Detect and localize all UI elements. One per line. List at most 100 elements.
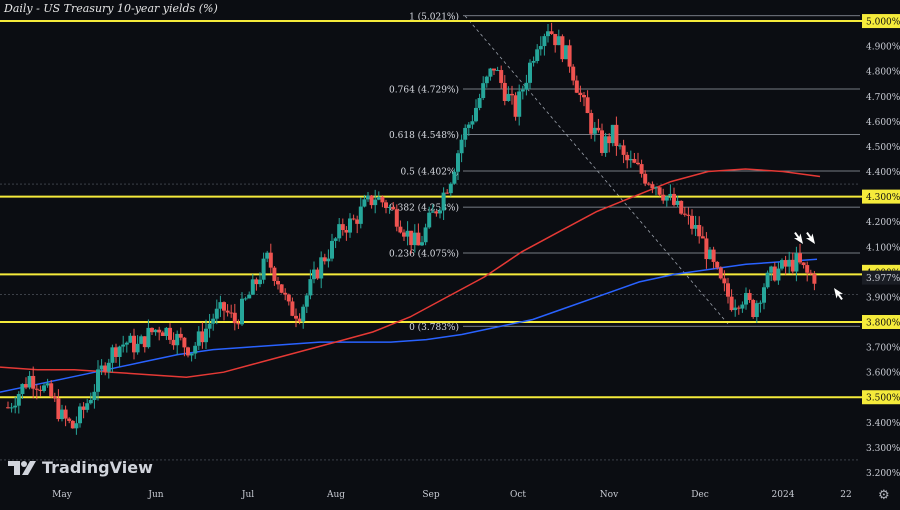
candle-body bbox=[531, 61, 536, 63]
candle-body bbox=[607, 136, 612, 144]
moving-average-red bbox=[0, 168, 821, 378]
candle-body bbox=[74, 423, 79, 429]
candle-body bbox=[391, 206, 396, 210]
candle-body bbox=[290, 301, 295, 316]
candle-body bbox=[754, 303, 759, 318]
candle-body bbox=[672, 193, 676, 205]
candle-body bbox=[596, 127, 601, 131]
candle-body bbox=[42, 385, 46, 391]
candle-body bbox=[772, 266, 777, 281]
candle-body bbox=[114, 347, 118, 357]
candle-body bbox=[297, 318, 302, 322]
candle-body bbox=[740, 304, 745, 309]
candle-body bbox=[63, 409, 68, 419]
candle-body bbox=[96, 369, 100, 392]
candle-body bbox=[373, 199, 378, 206]
x-tick-label: 2024 bbox=[772, 490, 795, 500]
candle-body bbox=[481, 83, 486, 99]
candle-body bbox=[441, 192, 446, 211]
y-tick-label: 4.100% bbox=[866, 243, 900, 253]
candle-body bbox=[27, 375, 32, 388]
candle-body bbox=[240, 298, 244, 325]
candle-body bbox=[625, 154, 630, 161]
candle-body bbox=[132, 335, 136, 353]
candle-body bbox=[510, 93, 514, 96]
candle-body bbox=[384, 202, 388, 208]
candle-body bbox=[614, 124, 619, 146]
candle-body bbox=[704, 238, 709, 260]
candle-body bbox=[726, 283, 730, 297]
candle-body bbox=[621, 145, 626, 155]
candle-body bbox=[333, 238, 338, 241]
candle-body bbox=[618, 145, 622, 147]
candle-body bbox=[398, 226, 403, 233]
x-tick-label: Jun bbox=[147, 490, 163, 500]
y-tick-label: 3.200% bbox=[866, 469, 900, 479]
candle-body bbox=[261, 258, 266, 280]
candle-body bbox=[578, 92, 583, 96]
candle-body bbox=[776, 268, 781, 281]
candle-body bbox=[232, 312, 237, 324]
x-tick-label: Sep bbox=[422, 490, 439, 500]
candle-body bbox=[466, 124, 471, 128]
candle-body bbox=[718, 267, 723, 279]
candle-body bbox=[657, 187, 662, 195]
arrow-marker bbox=[834, 288, 844, 301]
candle-body bbox=[265, 252, 270, 259]
fib-label: 0 (3.783%) bbox=[409, 322, 459, 333]
candle-body bbox=[650, 184, 655, 189]
candle-body bbox=[571, 66, 576, 81]
candle-body bbox=[679, 200, 684, 214]
y-tick-label: 3.600% bbox=[866, 369, 900, 379]
candle-body bbox=[582, 95, 586, 98]
candle-body bbox=[427, 212, 432, 228]
candle-body bbox=[564, 45, 568, 60]
candle-body bbox=[661, 194, 666, 201]
candle-body bbox=[110, 347, 115, 363]
candle-body bbox=[589, 113, 594, 134]
y-tick-label: 3.977% bbox=[866, 274, 900, 284]
candle-body bbox=[736, 307, 741, 309]
candle-body bbox=[243, 298, 248, 300]
candle-body bbox=[474, 107, 478, 122]
candle-body bbox=[430, 211, 435, 213]
candle-body bbox=[60, 409, 64, 420]
candle-body bbox=[236, 323, 241, 325]
candle-body bbox=[218, 302, 223, 309]
candle-body bbox=[348, 218, 352, 233]
candle-body bbox=[106, 362, 111, 372]
y-tick-label: 4.600% bbox=[866, 118, 900, 128]
candle-body bbox=[394, 209, 399, 227]
candle-body bbox=[157, 329, 162, 333]
candle-body bbox=[801, 262, 806, 266]
candle-body bbox=[49, 383, 54, 397]
gear-icon[interactable]: ⚙ bbox=[878, 488, 890, 503]
candle-body bbox=[366, 195, 370, 200]
candle-body bbox=[128, 335, 133, 343]
candle-body bbox=[294, 315, 298, 319]
candle-body bbox=[214, 308, 219, 319]
level-price-tag bbox=[862, 189, 900, 204]
candle-body bbox=[600, 130, 604, 153]
y-tick-label: 4.500% bbox=[866, 143, 900, 153]
candle-body bbox=[456, 153, 460, 172]
candle-body bbox=[780, 260, 784, 269]
candle-body bbox=[99, 365, 104, 370]
candle-body bbox=[708, 249, 712, 260]
candle-body bbox=[196, 331, 201, 346]
arrow-marker bbox=[793, 231, 803, 244]
candle-body bbox=[546, 31, 550, 37]
candle-body bbox=[416, 232, 421, 246]
candle-body bbox=[520, 89, 525, 92]
candle-body bbox=[337, 224, 342, 239]
y-tick-label: 3.500% bbox=[866, 394, 900, 404]
candle-body bbox=[20, 384, 25, 395]
fib-label: 0.382 (4.258%) bbox=[389, 203, 459, 214]
candle-body bbox=[315, 269, 320, 279]
candle-body bbox=[502, 82, 507, 101]
candle-body bbox=[420, 242, 424, 246]
candle-body bbox=[88, 400, 93, 404]
candle-body bbox=[362, 199, 367, 207]
candle-body bbox=[355, 219, 360, 224]
